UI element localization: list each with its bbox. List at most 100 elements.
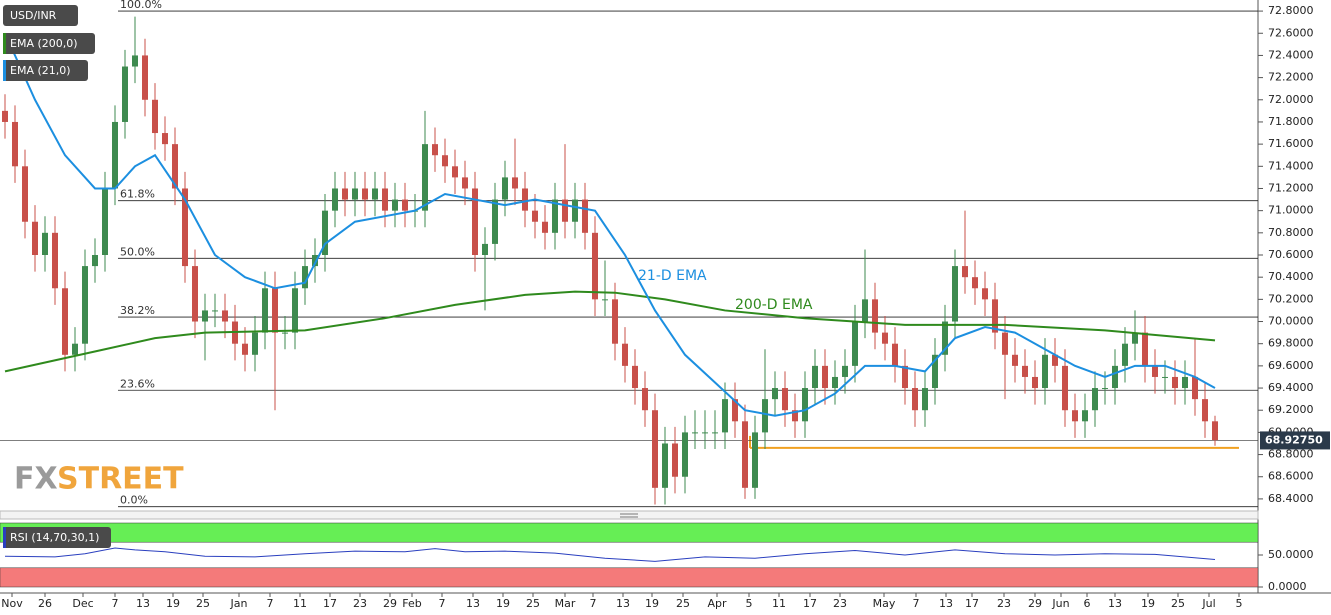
candle-body bbox=[82, 266, 88, 344]
candle-body bbox=[42, 232, 48, 255]
candle-body bbox=[982, 288, 988, 300]
candle-body bbox=[962, 266, 968, 278]
candle-body bbox=[132, 55, 138, 67]
candle-body bbox=[702, 432, 708, 434]
logo-street: STREET bbox=[57, 462, 184, 497]
candle-body bbox=[402, 199, 408, 211]
candle-body bbox=[852, 321, 858, 366]
candle-body bbox=[92, 255, 98, 267]
x-tick-label: 13 bbox=[1108, 597, 1122, 610]
ema-line bbox=[4, 290, 1216, 373]
y-tick-label: 68.6000 bbox=[1268, 470, 1314, 483]
candle-body bbox=[542, 221, 548, 233]
candle-body bbox=[22, 166, 28, 222]
x-tick-label: 6 bbox=[1084, 597, 1091, 610]
candle-body bbox=[622, 343, 628, 366]
legend-swatch bbox=[3, 33, 6, 54]
candle-body bbox=[1132, 332, 1138, 344]
annotation: 21-D EMA bbox=[638, 268, 707, 284]
legend-box bbox=[3, 5, 78, 26]
candle-body bbox=[472, 188, 478, 255]
candle-body bbox=[802, 388, 808, 422]
candle-body bbox=[1022, 365, 1028, 377]
fib-label: 50.0% bbox=[120, 245, 155, 258]
x-tick-label: 29 bbox=[1028, 597, 1042, 610]
candle-body bbox=[562, 199, 568, 222]
x-tick-label: 5 bbox=[746, 597, 753, 610]
candle-body bbox=[1122, 343, 1128, 366]
candle-body bbox=[292, 288, 298, 333]
candle-body bbox=[882, 332, 888, 344]
logo: FX STREET bbox=[14, 462, 184, 497]
x-tick-label: Dec bbox=[72, 597, 93, 610]
candle-body bbox=[372, 188, 378, 200]
candle-body bbox=[612, 299, 618, 344]
candle-body bbox=[682, 432, 688, 477]
candle-body bbox=[152, 99, 158, 134]
x-tick-label: 7 bbox=[913, 597, 920, 610]
candle-body bbox=[1142, 332, 1148, 366]
candle-body bbox=[742, 421, 748, 488]
candle-body bbox=[252, 332, 258, 355]
x-tick-label: 17 bbox=[803, 597, 817, 610]
candle-body bbox=[202, 310, 208, 322]
candle-body bbox=[872, 299, 878, 333]
candle-body bbox=[352, 188, 358, 200]
y-tick-label: 72.4000 bbox=[1268, 48, 1314, 61]
candle-body bbox=[312, 255, 318, 267]
fib-label: 0.0% bbox=[120, 494, 148, 507]
candle-body bbox=[642, 388, 648, 411]
y-tick-label: 69.2000 bbox=[1268, 403, 1314, 416]
x-tick-label: Nov bbox=[1, 597, 23, 610]
x-tick-label: Mar bbox=[555, 597, 576, 610]
candle-body bbox=[572, 199, 578, 222]
legend-box bbox=[3, 33, 95, 54]
candle-body bbox=[672, 443, 678, 477]
candle-body bbox=[732, 399, 738, 422]
x-tick-label: Jan bbox=[230, 597, 248, 610]
candle-body bbox=[262, 288, 268, 333]
candle-body bbox=[992, 299, 998, 333]
candle-body bbox=[302, 266, 308, 289]
legend-box bbox=[3, 60, 88, 81]
x-tick-label: 17 bbox=[323, 597, 337, 610]
candle-body bbox=[692, 432, 698, 434]
candle-body bbox=[1182, 376, 1188, 389]
candle-body bbox=[62, 288, 68, 355]
y-tick-label: 71.0000 bbox=[1268, 204, 1314, 217]
candle-body bbox=[102, 188, 108, 255]
x-tick-label: 23 bbox=[997, 597, 1011, 610]
x-tick-label: 25 bbox=[676, 597, 690, 610]
candle-body bbox=[782, 388, 788, 411]
candle-body bbox=[1192, 376, 1198, 400]
candle-body bbox=[1112, 365, 1118, 389]
candle-body bbox=[422, 144, 428, 211]
candle-body bbox=[1062, 365, 1068, 411]
x-tick-label: Apr bbox=[707, 597, 727, 610]
candle-body bbox=[442, 155, 448, 167]
candle-body bbox=[452, 166, 458, 178]
candle-body bbox=[242, 343, 248, 355]
candle-body bbox=[192, 266, 198, 322]
x-tick-label: 13 bbox=[616, 597, 630, 610]
candle-body bbox=[492, 199, 498, 244]
x-tick-label: 7 bbox=[267, 597, 274, 610]
y-tick-label: 69.8000 bbox=[1268, 337, 1314, 350]
candle-body bbox=[1, 110, 8, 122]
x-tick-label: Jun bbox=[1051, 597, 1069, 610]
candle-body bbox=[662, 443, 668, 488]
candle-body bbox=[322, 210, 328, 255]
legend-swatch bbox=[3, 60, 6, 81]
legend-text: EMA (200,0) bbox=[10, 37, 78, 50]
x-tick-label: 13 bbox=[939, 597, 953, 610]
candle-body bbox=[932, 354, 938, 389]
x-tick-label: 7 bbox=[439, 597, 446, 610]
candle-body bbox=[162, 133, 168, 145]
rsi-line bbox=[4, 547, 1216, 562]
candle-body bbox=[912, 388, 918, 411]
rsi-y-tick-label: 0.0000 bbox=[1268, 580, 1307, 593]
candle-body bbox=[52, 232, 58, 289]
candle-body bbox=[392, 199, 398, 211]
